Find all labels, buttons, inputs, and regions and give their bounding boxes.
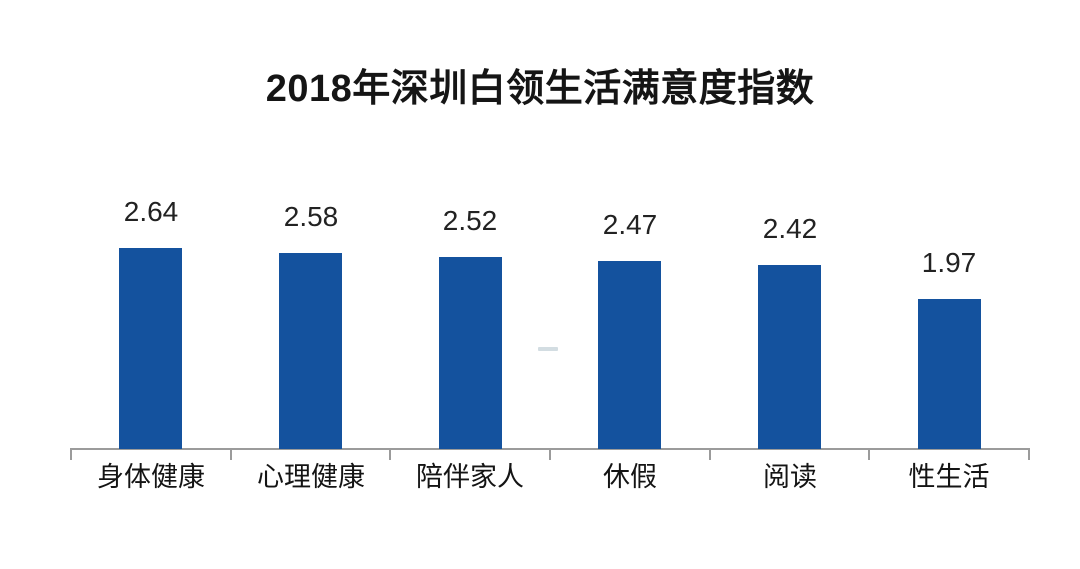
bar-value-label: 2.47 (602, 209, 658, 240)
bar-value-label: 2.64 (123, 196, 179, 227)
bar-4 (758, 265, 821, 449)
bar-0 (119, 248, 182, 449)
bar-1 (279, 253, 342, 449)
axis-tick (1028, 448, 1030, 460)
bar-value-label: 2.52 (442, 205, 498, 236)
category-label: 陪伴家人 (416, 462, 524, 492)
category-label: 身体健康 (97, 462, 205, 492)
axis-tick (389, 448, 391, 460)
axis-tick (549, 448, 551, 460)
bar-5 (918, 299, 981, 449)
axis-tick (709, 448, 711, 460)
category-label: 休假 (603, 462, 657, 492)
bar-value-label: 1.97 (921, 247, 977, 278)
axis-tick (868, 448, 870, 460)
category-label: 阅读 (763, 462, 817, 492)
bar-2 (439, 257, 502, 449)
bar-value-label: 2.42 (762, 213, 818, 244)
chart-title: 2018年深圳白领生活满意度指数 (265, 68, 815, 110)
axis-tick (230, 448, 232, 460)
watermark-dash (538, 347, 558, 351)
category-label: 性生活 (908, 462, 990, 492)
bar-value-label: 2.58 (283, 201, 339, 232)
bar-3 (598, 261, 661, 449)
axis-tick (70, 448, 72, 460)
category-label: 心理健康 (257, 462, 365, 492)
